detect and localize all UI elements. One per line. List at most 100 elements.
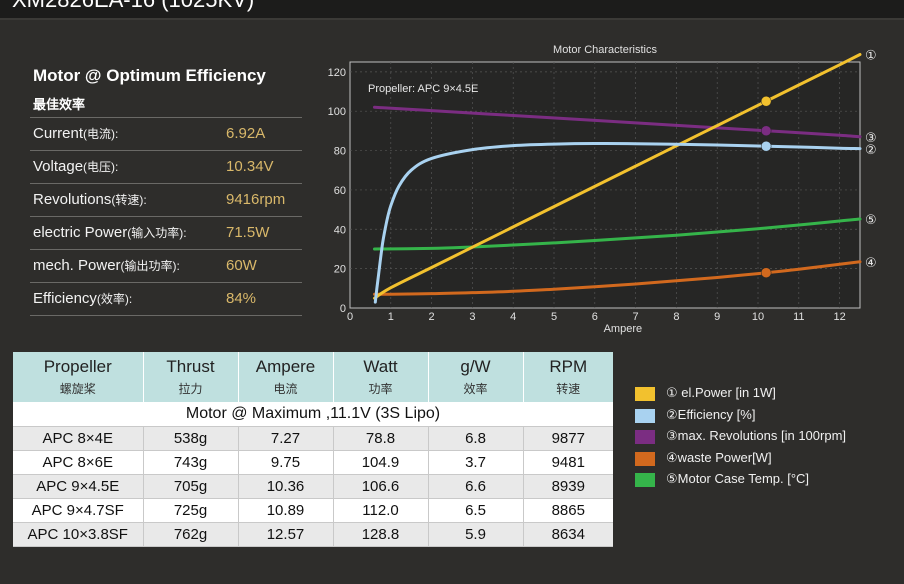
column-header: g/W 效率 [428,352,524,402]
table-cell: 9481 [523,450,613,475]
spec-label: Voltage(电压): [33,158,119,175]
table-cell: 538g [143,426,239,451]
operating-point-marker [760,95,772,107]
series-line [373,141,862,304]
table-row: APC 9×4.7SF 725g 10.89 112.0 6.5 8865 [13,498,613,523]
spec-row-efficiency: Efficiency(效率): 84% [30,282,302,316]
y-tick-label: 60 [334,185,346,197]
table-cell: 9.75 [238,450,334,475]
series-end-marker: ④ [865,256,877,271]
spec-row-electric-power: electric Power(输入功率): 71.5W [30,216,302,249]
spec-value: 9416rpm [226,191,286,208]
table-cell: 725g [143,498,239,523]
spec-row-voltage: Voltage(电压): 10.34V [30,150,302,183]
table-cell: 10.36 [238,474,334,499]
y-tick-label: 0 [340,303,346,315]
operating-point-marker [760,267,772,278]
x-axis-label: Ampere [604,323,643,335]
x-tick-label: 8 [673,311,679,323]
table-cell: 3.7 [428,450,524,475]
table-cell: APC 9×4.7SF [13,498,144,523]
x-tick-label: 7 [633,311,639,323]
table-cell: 106.6 [333,474,429,499]
table-cell: 6.6 [428,474,524,499]
y-tick-label: 100 [328,106,346,118]
table-cell: APC 10×3.8SF [13,522,144,547]
legend-swatch [635,473,655,487]
x-tick-label: 4 [510,311,516,323]
chart-title: Motor Characteristics [553,44,657,56]
title-separator [0,18,904,20]
table-cell: 9877 [523,426,613,451]
y-tick-label: 80 [334,146,346,158]
spec-value: 71.5W [226,224,270,241]
legend-swatch [635,430,655,444]
table-row: APC 8×6E 743g 9.75 104.9 3.7 9481 [13,450,613,475]
series-end-marker: ① [865,49,877,64]
legend-swatch [635,387,655,401]
table-cell: 8865 [523,498,613,523]
legend-swatch [635,408,655,423]
series-end-marker: ⑤ [865,213,877,228]
spec-label: Current(电流): [33,125,119,142]
table-header-row: Propeller 螺旋桨 Thrust 拉力 Ampere 电流 Watt 功率 g/… [13,352,613,402]
page-title: XM2826EA-16 (1025KV) [12,0,254,13]
table-cell: 128.8 [333,522,429,547]
table-cell: 12.57 [238,522,334,547]
x-tick-label: 10 [752,311,764,323]
spec-label: mech. Power(输出功率): [33,257,180,274]
legend-label: ③max. Revolutions [in 100rpm] [666,428,847,443]
series-line [373,53,862,300]
x-tick-label: 5 [551,311,557,323]
y-tick-label: 40 [334,224,346,236]
legend-label: ④waste Power[W] [666,449,772,465]
x-tick-label: 11 [793,311,804,323]
table-cell: 743g [143,450,239,475]
legend-label: ⑤Motor Case Temp. [°C] [666,471,810,486]
column-header: RPM 转速 [523,352,613,402]
spec-label: electric Power(输入功率): [33,224,187,241]
table-row: APC 10×3.8SF 762g 12.57 128.8 5.9 8634 [13,522,613,547]
x-tick-label: 9 [714,311,720,323]
table-cell: 5.9 [428,522,524,547]
table-cell: 10.89 [238,498,334,523]
table-cell: 705g [143,474,239,499]
table-row: APC 8×4E 538g 7.27 78.8 6.8 9877 [13,426,613,451]
x-tick-label: 1 [388,311,394,323]
legend-label: ① el.Power [in 1W] [666,385,776,400]
operating-point-marker [760,140,772,152]
table-cell: 78.8 [333,426,429,451]
series-line [373,105,862,139]
spec-row-current: Current(电流): 6.92A [30,117,302,150]
spec-value: 84% [226,290,257,307]
spec-subtitle: 最佳效率 [33,97,86,112]
y-tick-label: 120 [328,67,346,79]
spec-title: Motor @ Optimum Efficiency [33,66,266,85]
spec-value: 10.34V [226,158,274,175]
x-tick-label: 0 [347,311,353,323]
table-section-row: Motor @ Maximum ,11.1V (3S Lipo) [13,402,613,427]
table-cell: APC 8×6E [13,450,144,475]
performance-table: Propeller 螺旋桨 Thrust 拉力 Ampere 电流 Watt 功率 g/… [13,352,613,547]
spec-label: Revolutions(转速): [33,191,147,208]
table-cell: 6.8 [428,426,524,451]
column-header: Thrust 拉力 [143,352,239,402]
legend-swatch [635,451,655,466]
operating-point-marker [760,125,772,137]
x-tick-label: 12 [833,311,845,323]
spec-label: Efficiency(效率): [33,290,133,307]
column-header: Ampere 电流 [238,352,334,402]
table-cell: APC 8×4E [13,426,144,451]
table-cell: APC 9×4.5E [13,474,144,499]
x-tick-label: 2 [429,311,435,323]
chart-annotation: Propeller: APC 9×4.5E [368,83,478,95]
x-tick-label: 3 [469,311,475,323]
table-cell: 8634 [523,522,613,547]
table-cell: 762g [143,522,239,547]
legend-label: ②Efficiency [%] [666,406,756,422]
title-bar: XM2826EA-16 (1025KV) [0,0,904,18]
table-section-title: Motor @ Maximum ,11.1V (3S Lipo) [13,402,613,427]
table-row: APC 9×4.5E 705g 10.36 106.6 6.6 8939 [13,474,613,499]
spec-row-mech-power: mech. Power(输出功率): 60W [30,249,302,282]
